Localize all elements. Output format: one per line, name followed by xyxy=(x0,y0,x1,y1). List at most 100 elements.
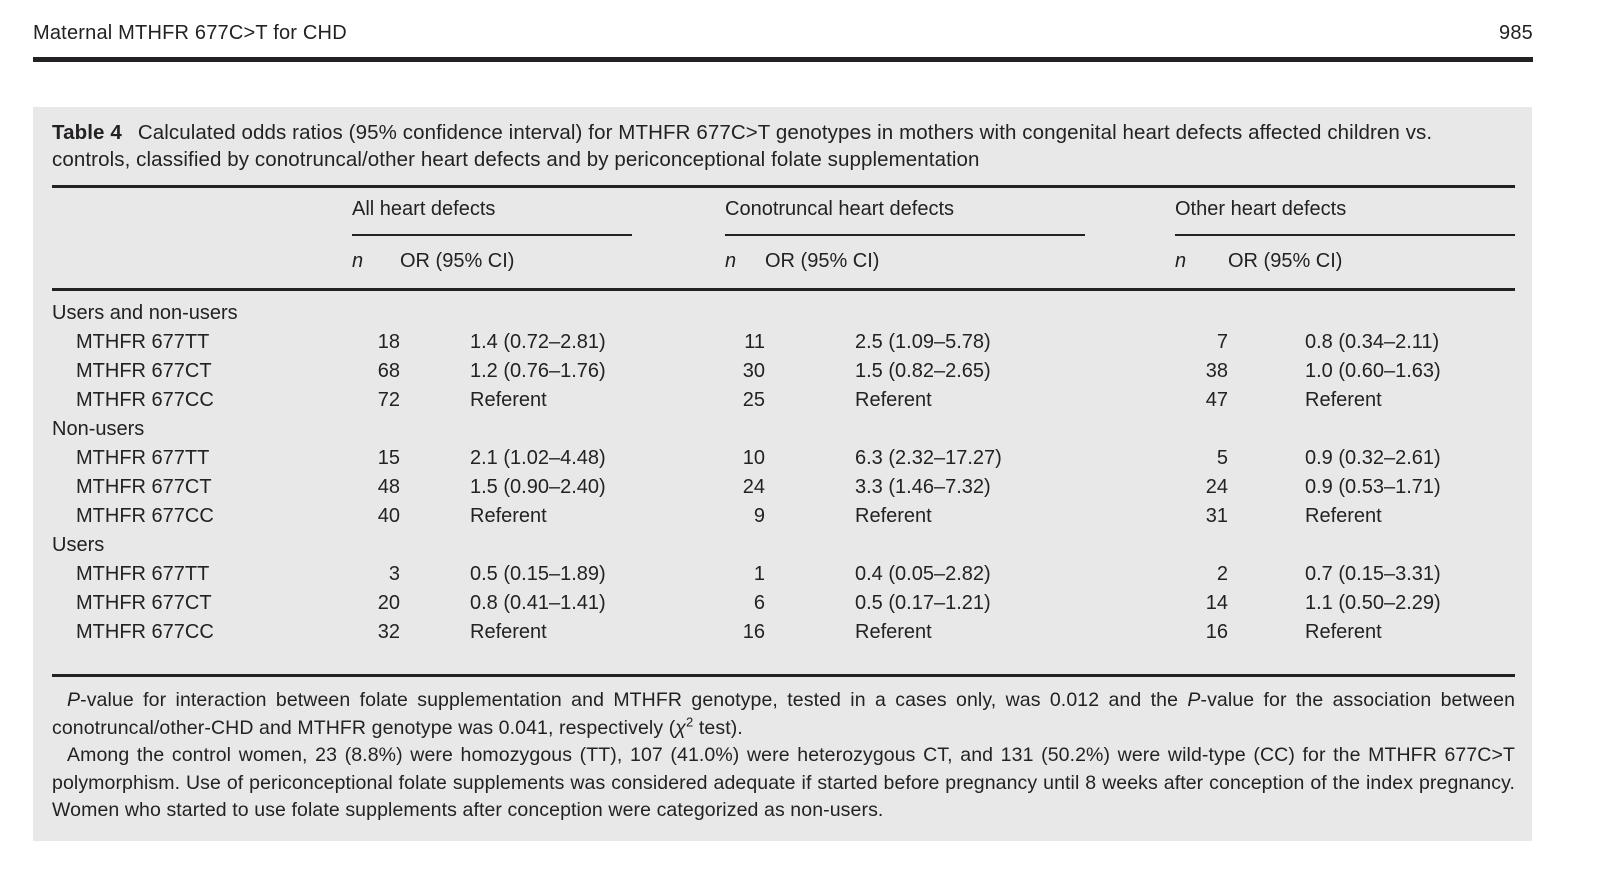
cell-cono-n: 30 xyxy=(742,360,765,382)
cell-cono-n: 16 xyxy=(725,618,765,677)
cell-other-n: 7 xyxy=(1216,331,1228,353)
cell-genotype: MTHFR 677CT xyxy=(76,592,212,614)
page-header: Maternal MTHFR 677C>T for CHD 985 xyxy=(33,0,1533,62)
table-header: All heart defects Conotruncal heart defe… xyxy=(52,185,1516,291)
col-group-all-label: All heart defects xyxy=(352,198,632,236)
cell-other-n: 38 xyxy=(1205,360,1228,382)
subheader-or-other: OR (95% CI) xyxy=(1228,236,1516,291)
cell-cono-or: 0.5 (0.17–1.21) xyxy=(855,592,991,614)
table-row: MTHFR 677CT 48 1.5 (0.90–2.40) 24 3.3 (1.46–… xyxy=(52,473,1515,502)
cell-genotype: MTHFR 677CC xyxy=(52,618,352,677)
table-caption: Table 4 Calculated odds ratios (95% confi… xyxy=(52,119,1515,173)
table-footnote: Among the control women, 23 (8.8%) were … xyxy=(52,744,1515,821)
subheader-row: n OR (95% CI) n OR (95% CI) n OR (95% CI… xyxy=(52,236,1516,291)
cell-genotype: MTHFR 677TT xyxy=(76,331,210,353)
cell-cono-n: 9 xyxy=(753,505,765,527)
section-row: Users xyxy=(52,531,1515,560)
subheader-or-all: OR (95% CI) xyxy=(400,236,725,291)
table-row: MTHFR 677CT 68 1.2 (0.76–1.76) 30 1.5 (0.82–… xyxy=(52,357,1515,386)
cell-all-or: Referent xyxy=(470,505,547,527)
cell-all-or: 1.4 (0.72–2.81) xyxy=(470,331,606,353)
cell-cono-or: 6.3 (2.32–17.27) xyxy=(855,447,1002,469)
cell-other-or: 0.7 (0.15–3.31) xyxy=(1305,563,1441,585)
cell-all-or: Referent xyxy=(400,618,725,677)
cell-other-or: Referent xyxy=(1228,618,1516,677)
cell-cono-n: 24 xyxy=(742,476,765,498)
cell-genotype: MTHFR 677CC xyxy=(76,389,214,411)
table-row: MTHFR 677TT 3 0.5 (0.15–1.89) 1 0.4 (0.05–2.… xyxy=(52,560,1515,589)
cell-all-n: 40 xyxy=(377,505,400,527)
cell-cono-or: 3.3 (1.46–7.32) xyxy=(855,476,991,498)
cell-all-or: Referent xyxy=(470,389,547,411)
cell-other-n: 31 xyxy=(1205,505,1228,527)
cell-cono-or: 1.5 (0.82–2.65) xyxy=(855,360,991,382)
cell-all-n: 3 xyxy=(388,563,400,585)
caption-text: Calculated odds ratios (95% confidence i… xyxy=(52,121,1433,171)
cell-other-or: 1.0 (0.60–1.63) xyxy=(1305,360,1441,382)
column-group-row: All heart defects Conotruncal heart defe… xyxy=(52,185,1516,291)
table-panel: Table 4 Calculated odds ratios (95% confi… xyxy=(33,107,1532,841)
n-label: n xyxy=(1175,250,1187,272)
col-group-all: All heart defects xyxy=(352,185,725,236)
cell-genotype: MTHFR 677TT xyxy=(76,563,210,585)
cell-all-or: 0.8 (0.41–1.41) xyxy=(470,592,606,614)
cell-all-or: 2.1 (1.02–4.48) xyxy=(470,447,606,469)
cell-genotype: MTHFR 677TT xyxy=(76,447,210,469)
footnotes: P-value for interaction between folate s… xyxy=(52,687,1515,825)
cell-other-n: 24 xyxy=(1205,476,1228,498)
cell-all-n: 32 xyxy=(352,618,400,677)
cell-cono-n: 6 xyxy=(753,592,765,614)
cell-all-or: 1.2 (0.76–1.76) xyxy=(470,360,606,382)
cell-cono-or: Referent xyxy=(855,505,932,527)
cell-other-or: Referent xyxy=(1305,505,1382,527)
section-label: Non-users xyxy=(52,418,145,440)
cell-all-n: 20 xyxy=(377,592,400,614)
cell-cono-n: 1 xyxy=(753,563,765,585)
table-row: MTHFR 677CC 40 Referent 9 Referent 31 Referent xyxy=(52,502,1515,531)
n-label: n xyxy=(352,250,364,272)
cell-all-n: 15 xyxy=(377,447,400,469)
table-footnote: P-value for interaction between folate s… xyxy=(52,689,1516,739)
cell-all-or: 1.5 (0.90–2.40) xyxy=(470,476,606,498)
cell-all-n: 18 xyxy=(377,331,400,353)
subheader-or-conotruncal: OR (95% CI) xyxy=(765,236,1175,291)
cell-genotype: MTHFR 677CT xyxy=(76,476,212,498)
section-row: Non-users xyxy=(52,415,1515,444)
cell-genotype: MTHFR 677CT xyxy=(76,360,212,382)
cell-all-n: 72 xyxy=(377,389,400,411)
subheader-n-other: n xyxy=(1175,236,1228,291)
cell-cono-n: 11 xyxy=(744,331,765,353)
col-group-conotruncal: Conotruncal heart defects xyxy=(725,185,1175,236)
table-row: MTHFR 677TT 15 2.1 (1.02–4.48) 10 6.3 (2.32–… xyxy=(52,444,1515,473)
cell-cono-n: 25 xyxy=(742,389,765,411)
cell-other-or: 0.9 (0.53–1.71) xyxy=(1305,476,1441,498)
col-group-other: Other heart defects xyxy=(1175,185,1516,236)
cell-all-n: 68 xyxy=(377,360,400,382)
cell-cono-or: 2.5 (1.09–5.78) xyxy=(855,331,991,353)
table-row: MTHFR 677CC 72 Referent 25 Referent 47 Referen… xyxy=(52,386,1515,415)
cell-cono-or: 0.4 (0.05–2.82) xyxy=(855,563,991,585)
table-row: MTHFR 677TT 18 1.4 (0.72–2.81) 11 2.5 (1.09–… xyxy=(52,328,1515,357)
cell-other-n: 14 xyxy=(1205,592,1228,614)
section-label: Users and non-users xyxy=(52,302,238,324)
table-label: Table 4 xyxy=(52,121,122,144)
cell-all-n: 48 xyxy=(377,476,400,498)
cell-cono-or: Referent xyxy=(765,618,1175,677)
stub-header xyxy=(52,185,352,291)
cell-genotype: MTHFR 677CC xyxy=(76,505,214,527)
cell-other-or: 0.9 (0.32–2.61) xyxy=(1305,447,1441,469)
table-row: MTHFR 677CC 32 Referent 16 Referent 16 Referen… xyxy=(52,618,1516,677)
col-group-other-label: Other heart defects xyxy=(1175,198,1516,236)
cell-other-n: 2 xyxy=(1216,563,1228,585)
cell-other-or: 1.1 (0.50–2.29) xyxy=(1305,592,1441,614)
cell-other-n: 16 xyxy=(1175,618,1228,677)
odds-ratio-table: All heart defects Conotruncal heart defe… xyxy=(52,185,1516,677)
page-number: 985 xyxy=(1499,22,1533,44)
section-row: Users and non-users xyxy=(52,290,1515,329)
cell-other-n: 47 xyxy=(1205,389,1228,411)
col-group-conotruncal-label: Conotruncal heart defects xyxy=(725,198,1085,236)
running-head: Maternal MTHFR 677C>T for CHD xyxy=(33,22,347,44)
cell-other-or: 0.8 (0.34–2.11) xyxy=(1305,331,1440,353)
n-label: n xyxy=(725,250,737,272)
subheader-n-all: n xyxy=(352,236,400,291)
